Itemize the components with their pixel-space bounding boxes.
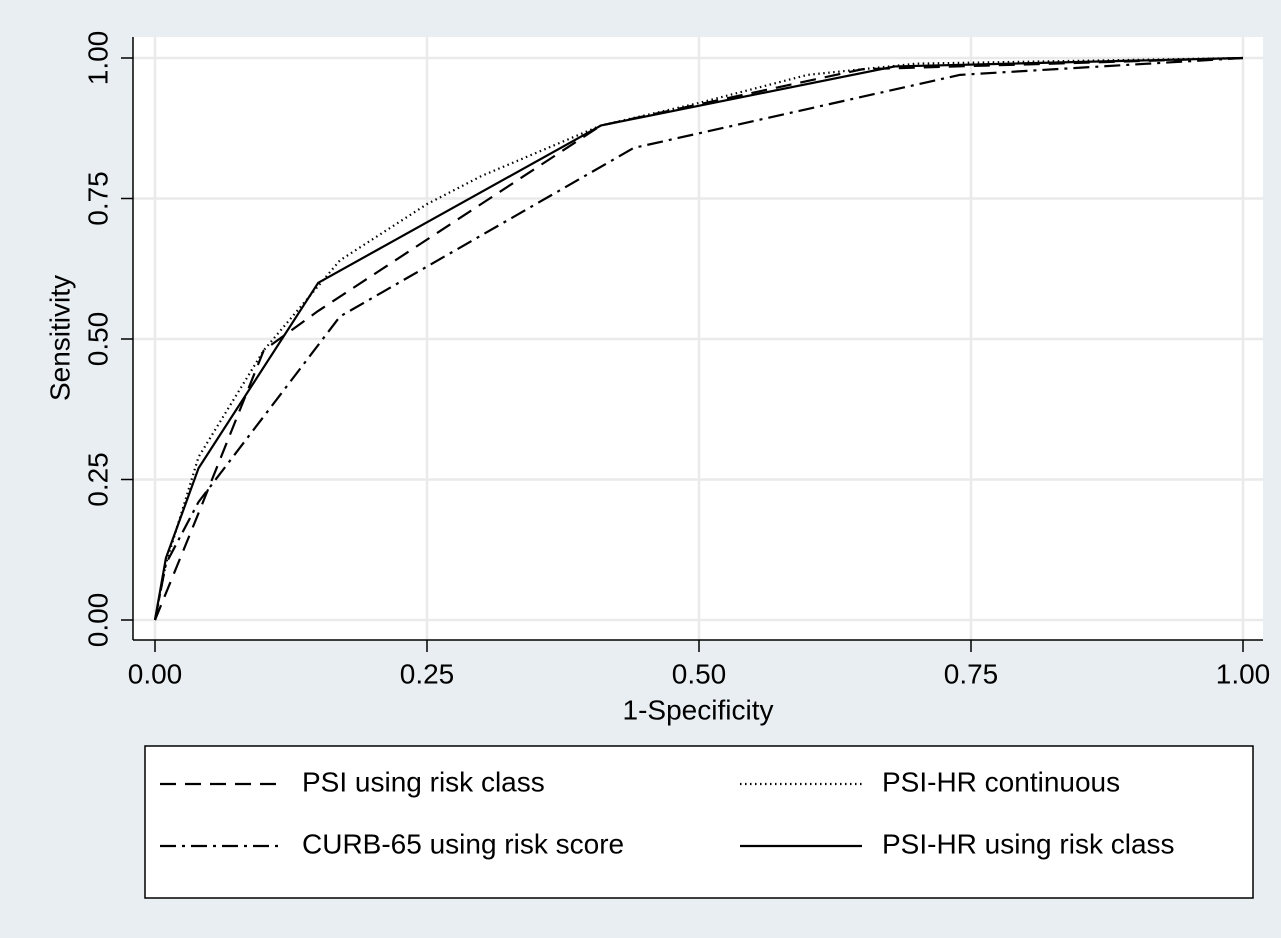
y-tick-label: 0.75 [82,171,113,226]
x-tick-label: 0.50 [672,658,727,689]
legend-label: CURB-65 using risk score [302,828,624,859]
y-axis-title: Sensitivity [44,275,75,401]
y-tick-label: 0.50 [82,312,113,367]
legend-label: PSI-HR using risk class [882,828,1175,859]
legend-label: PSI using risk class [302,766,545,797]
legend-items: PSI using risk class PSI-HR continuous CUR… [160,766,1175,859]
legend [144,745,1254,899]
series-line [153,56,1244,621]
series-line [153,56,1244,621]
legend-label: PSI-HR continuous [882,766,1120,797]
y-tick-label: 1.00 [82,31,113,86]
x-tick-label: 0.00 [128,658,183,689]
lines [153,56,1244,621]
x-tick-label: 0.25 [400,658,455,689]
y-tick-label: 0.25 [82,452,113,507]
series-line [153,56,1244,621]
ticks: 0.00 0.25 0.50 0.75 1.00 0.00 0.25 0.50 0.75 1.00 [82,31,1270,690]
grid [133,37,1263,640]
y-tick-label: 0.00 [82,593,113,648]
x-tick-label: 1.00 [1216,658,1271,689]
x-axis-title: 1-Specificity [623,694,774,725]
series-line [153,56,1244,621]
x-tick-label: 0.75 [944,658,999,689]
